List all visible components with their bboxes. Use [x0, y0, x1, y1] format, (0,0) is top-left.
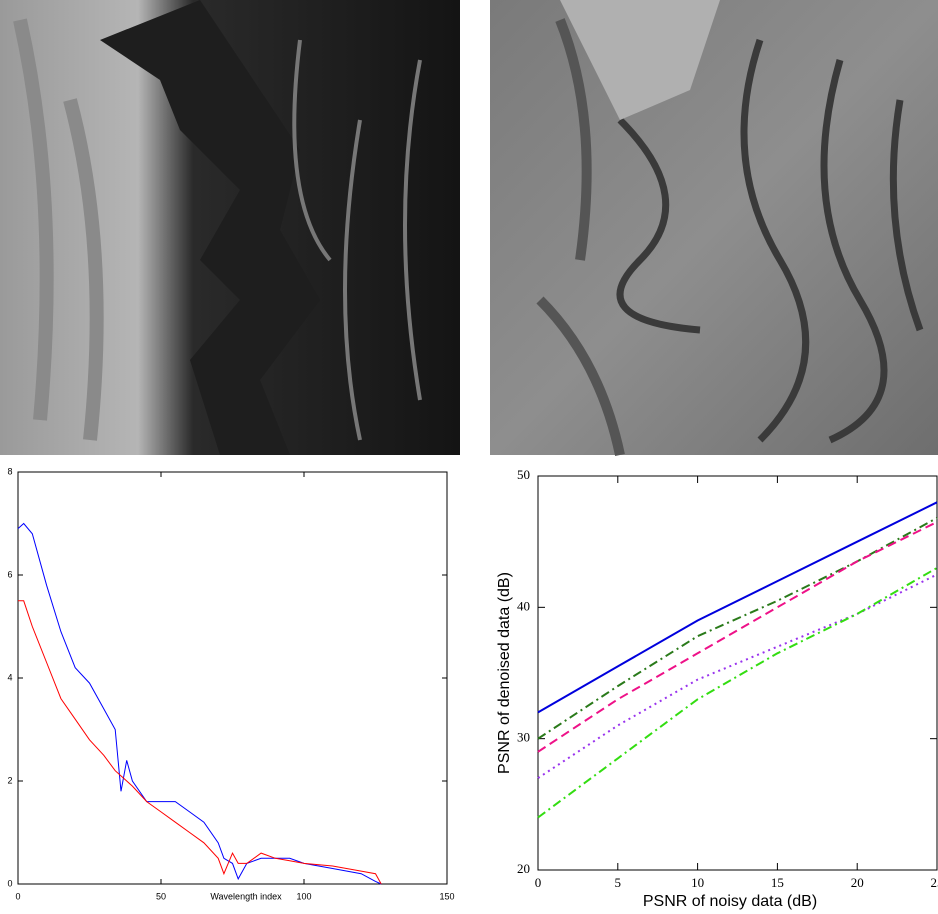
x-tick-label: 5: [615, 875, 622, 890]
x-tick-label: 25: [931, 875, 938, 890]
x-tick-label: 100: [296, 891, 311, 901]
y-tick-label: 40: [517, 598, 530, 613]
x-tick-label: 0: [15, 891, 20, 901]
x-tick-label: 50: [156, 891, 166, 901]
data-line: [537, 521, 938, 753]
plot-frame: [537, 475, 938, 871]
x-tick-label: 20: [851, 875, 864, 890]
x-tick-label: 150: [439, 891, 454, 901]
data-line: [537, 573, 938, 779]
y-tick-label: 30: [517, 730, 530, 745]
x-tick-label: 0: [535, 875, 542, 890]
plot-frame: [17, 471, 448, 885]
x-axis-label: Wavelength index: [210, 891, 282, 901]
data-line: [537, 501, 938, 714]
x-tick-label: 10: [691, 875, 704, 890]
y-tick-label: 50: [517, 467, 530, 482]
y-tick-label: 8: [7, 466, 12, 476]
y-tick-label: 4: [7, 672, 12, 682]
y-tick-label: 20: [517, 861, 530, 876]
y-tick-label: 0: [7, 878, 12, 888]
y-axis-label: PSNR of denoised data (dB): [496, 572, 513, 774]
x-tick-label: 15: [771, 875, 784, 890]
data-line: [18, 600, 382, 885]
y-tick-label: 2: [7, 775, 12, 785]
right-image: [490, 0, 938, 457]
y-tick-label: 6: [7, 569, 12, 579]
data-line: [17, 522, 382, 885]
data-line: [537, 567, 938, 819]
left-image: [0, 0, 460, 455]
x-axis-label: PSNR of noisy data (dB): [643, 893, 817, 910]
